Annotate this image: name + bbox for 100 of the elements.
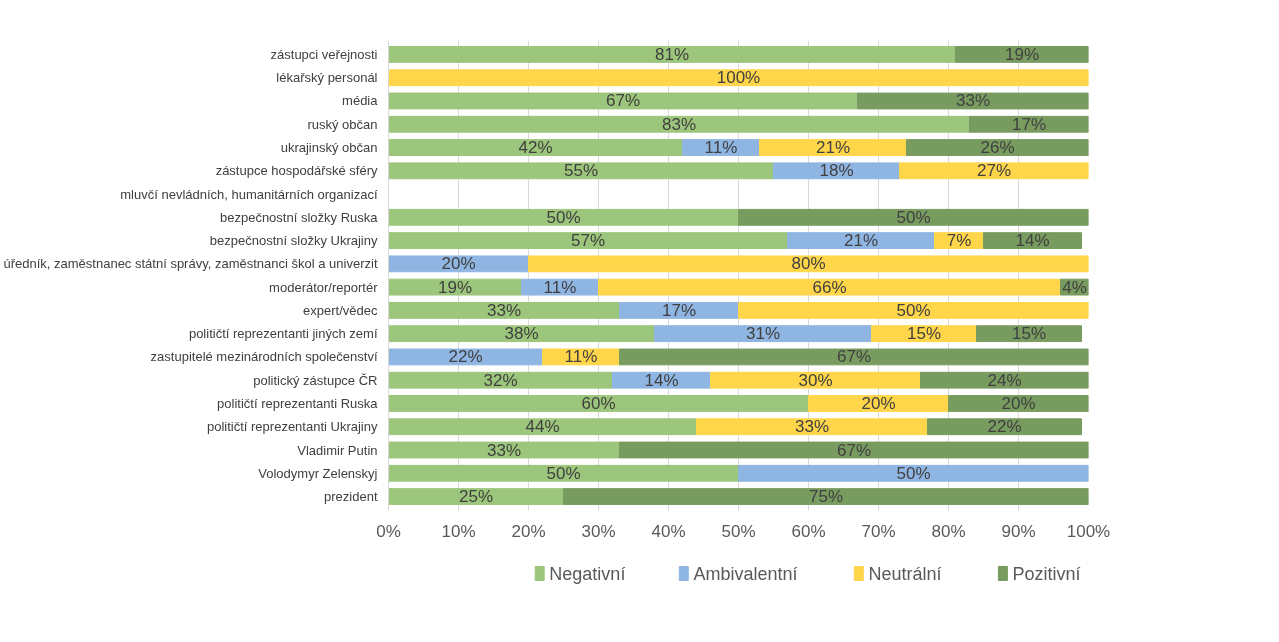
y-tick-label: zástupci veřejnosti (270, 46, 378, 62)
bar (388, 441, 620, 459)
data-label: 50% (896, 207, 931, 227)
bar (388, 278, 522, 296)
bar (388, 69, 1089, 87)
data-label: 26% (980, 138, 1015, 158)
data-label: 83% (661, 114, 697, 134)
data-label: 55% (563, 161, 599, 181)
data-label: 18% (819, 161, 854, 181)
bar (388, 139, 683, 156)
bar (388, 325, 655, 343)
data-label: 50% (546, 463, 581, 483)
y-tick-label: zástupce hospodářské sféry (215, 163, 378, 179)
data-label: 25% (458, 487, 494, 507)
bar (388, 46, 956, 63)
bar (388, 92, 858, 110)
x-tick-label: 0% (376, 521, 401, 541)
data-label: 17% (1011, 114, 1047, 134)
x-tick-label: 50% (721, 521, 756, 541)
x-tick-label: 90% (1001, 521, 1036, 541)
y-tick-label: zastupitelé mezinárodních společenství (150, 349, 378, 365)
bar (388, 395, 809, 412)
bar (388, 115, 970, 133)
data-label: 33% (486, 440, 522, 460)
y-tick-label: média (342, 93, 379, 109)
data-label: 32% (483, 370, 518, 390)
bar (808, 395, 949, 412)
y-tick-label: ukrajinský občan (280, 140, 378, 156)
bar (563, 488, 1089, 505)
bar (927, 418, 1082, 436)
legend-label: Pozitivní (1012, 563, 1081, 584)
data-label: 14% (1015, 231, 1050, 251)
y-tick-label: Volodymyr Zelenskyj (258, 465, 378, 481)
bar (948, 395, 1089, 412)
bar (759, 139, 907, 156)
y-tick-label: moderátor/reportér (269, 279, 379, 295)
bar (899, 162, 1089, 180)
bar (598, 278, 1061, 296)
x-tick-label: 30% (581, 521, 616, 541)
bar (738, 301, 1089, 319)
bar (388, 232, 788, 250)
x-tick-label: 100% (1066, 521, 1111, 541)
data-label: 11% (704, 138, 738, 158)
data-label: 42% (518, 138, 553, 158)
data-label: 17% (661, 300, 697, 320)
data-label: 38% (504, 324, 539, 344)
x-tick-label: 80% (931, 521, 966, 541)
y-tick-label: političtí reprezentanti jiných zemí (188, 326, 378, 342)
y-tick-label: lékařský personál (276, 70, 378, 86)
bar (388, 488, 564, 505)
bar (528, 255, 1089, 273)
data-label: 81% (654, 44, 690, 64)
bar (619, 301, 739, 319)
data-label: 11% (543, 277, 577, 297)
data-label: 11% (564, 347, 598, 367)
data-label: 4% (1062, 277, 1087, 297)
bar (388, 208, 739, 226)
bar (619, 441, 1089, 459)
bar (857, 92, 1089, 110)
legend-label: Ambivalentní (693, 563, 798, 584)
data-label: 20% (861, 393, 896, 413)
legend-label: Neutrální (868, 563, 942, 584)
y-tick-label: politický zástupce ČR (253, 372, 378, 388)
data-label: 15% (906, 324, 942, 344)
data-label: 31% (745, 324, 781, 344)
data-label: 50% (546, 207, 581, 227)
bar (738, 464, 1089, 482)
bar (710, 371, 921, 389)
data-label: 7% (946, 231, 972, 251)
data-label: 33% (955, 91, 991, 111)
data-label: 67% (605, 91, 641, 111)
bar (388, 371, 613, 389)
y-tick-label: bezpečnostní složky Ruska (219, 209, 379, 225)
bar (388, 255, 529, 273)
data-label: 44% (525, 417, 560, 437)
x-tick-label: 70% (861, 521, 896, 541)
data-label: 20% (1001, 393, 1036, 413)
data-label: 57% (570, 231, 606, 251)
bar (654, 325, 872, 343)
bar (388, 418, 697, 436)
y-tick-label: prezident (324, 489, 378, 505)
data-label: 24% (987, 370, 1022, 390)
data-label: 75% (808, 487, 844, 507)
bar (787, 232, 935, 250)
data-label: 21% (815, 138, 851, 158)
bar (969, 115, 1089, 133)
bar (388, 301, 620, 319)
data-label: 30% (798, 370, 833, 390)
data-label: 33% (486, 300, 522, 320)
x-tick-label: 10% (441, 521, 476, 541)
y-tick-label: mluvčí nevládních, humanitárních organizací (120, 186, 378, 202)
y-tick-label: političtí reprezentanti Ukrajiny (206, 419, 378, 435)
data-label: 19% (1004, 44, 1040, 64)
data-label: 22% (987, 417, 1022, 437)
bar (696, 418, 928, 436)
bar (955, 46, 1089, 63)
bar (920, 371, 1089, 389)
y-tick-label: Vladimir Putin (297, 442, 378, 458)
y-tick-label: političtí reprezentanti Ruska (217, 395, 379, 411)
data-label: 15% (1011, 324, 1047, 344)
